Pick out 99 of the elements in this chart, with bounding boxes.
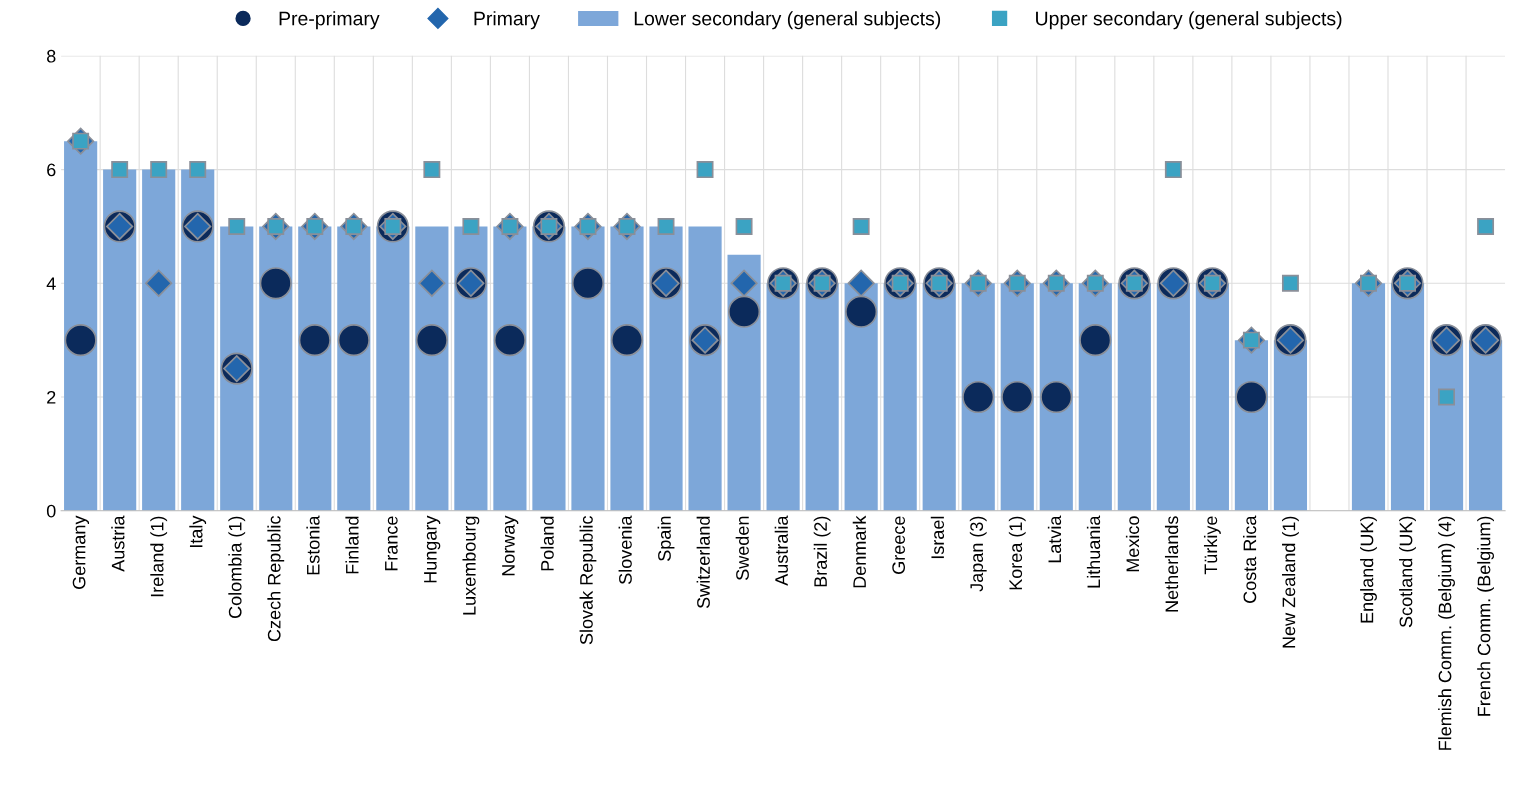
bar — [103, 169, 137, 511]
x-tick-label: Australia — [774, 515, 788, 586]
bar — [1351, 283, 1386, 511]
point — [298, 324, 331, 357]
bar — [1390, 283, 1425, 511]
x-tick-label: Switzerland — [696, 516, 710, 609]
bar — [1468, 340, 1503, 511]
y-tick-label: 4 — [46, 277, 56, 290]
x-tick-label: Brazil (2) — [813, 516, 831, 587]
bar — [1156, 283, 1190, 511]
point — [145, 269, 173, 297]
point — [1164, 161, 1182, 179]
point — [228, 217, 246, 235]
x-tick-label: French Comm. (Belgium) — [1477, 516, 1494, 716]
x-tick-label: Finland — [345, 516, 359, 574]
point — [696, 161, 714, 179]
x-tick-label: Austria — [111, 515, 125, 572]
y-tick-label: 2 — [47, 390, 56, 404]
point — [111, 161, 129, 179]
x-tick-label: Lithuania — [1086, 515, 1101, 588]
x-tick-label: France — [385, 516, 398, 571]
bar — [766, 283, 800, 511]
y-tick-label: 6 — [47, 163, 56, 177]
y-tick-label: 0 — [46, 504, 56, 518]
legend-label: Primary — [474, 11, 540, 30]
y-tick-label: 8 — [47, 49, 56, 63]
x-tick-label: Scotland (UK) — [1399, 516, 1416, 628]
x-tick-label: Luxembourg — [462, 516, 480, 615]
point — [1235, 380, 1268, 414]
point — [1040, 380, 1073, 414]
point — [189, 161, 207, 179]
x-tick-label: Netherlands — [1164, 516, 1179, 612]
x-tick-label: Hungary — [424, 515, 441, 583]
point — [1281, 274, 1299, 292]
bar — [1195, 283, 1229, 511]
x-tick-label: Poland — [540, 516, 554, 571]
point — [150, 161, 168, 179]
x-tick-label: Türkiye — [1203, 516, 1221, 575]
x-tick-label: Sweden — [735, 516, 749, 581]
point — [847, 269, 875, 297]
x-tick-label: Italy — [189, 515, 207, 548]
point — [415, 324, 448, 357]
x-tick-label: Korea (1) — [1008, 516, 1026, 590]
x-tick-label: Czech Republic — [267, 516, 285, 642]
point — [462, 217, 480, 235]
x-tick-label: Slovak Republic — [579, 516, 597, 645]
x-tick-label: Spain — [657, 516, 675, 561]
x-tick-label: Slovenia — [618, 515, 632, 585]
bar — [220, 226, 254, 511]
bar — [922, 283, 956, 511]
x-tick-label: Norway — [502, 515, 519, 576]
x-tick-label: Latvia — [1047, 515, 1062, 563]
x-tick-label: Flemish Comm. (Belgium) (4) — [1438, 516, 1455, 750]
x-tick-label: Mexico — [1125, 516, 1140, 572]
x-tick-label: Costa Rica — [1243, 515, 1257, 603]
bar — [1117, 283, 1151, 511]
x-tick-label: Japan (3) — [969, 516, 987, 592]
x-tick-label: New Zealand (1) — [1282, 516, 1299, 648]
bar — [883, 283, 917, 511]
bar — [1273, 340, 1308, 511]
bar — [142, 169, 176, 511]
x-tick-label: Germany — [72, 515, 90, 589]
x-tick-label: Estonia — [306, 515, 320, 575]
point — [730, 269, 758, 297]
point — [423, 161, 441, 179]
point — [259, 267, 292, 300]
point — [852, 217, 870, 235]
point — [64, 324, 97, 357]
bar — [64, 141, 98, 511]
point — [735, 217, 753, 235]
x-tick-label: Israel — [930, 516, 945, 559]
point — [657, 217, 675, 235]
x-tick-label: England (UK) — [1360, 516, 1377, 623]
legend-label: Lower secondary (general subjects) — [634, 11, 941, 30]
bar — [688, 226, 722, 511]
bar — [181, 169, 215, 511]
point — [962, 380, 995, 414]
point — [1438, 388, 1456, 406]
bar — [376, 226, 410, 511]
point — [493, 324, 527, 357]
x-tick-label: Greece — [892, 516, 906, 574]
point — [610, 324, 644, 357]
x-tick-label: Denmark — [852, 515, 866, 588]
bar — [532, 226, 566, 511]
point — [1477, 217, 1495, 235]
point — [418, 269, 446, 297]
x-tick-label: Ireland (1) — [150, 516, 168, 597]
legend-label: Pre-primary — [279, 11, 380, 30]
bar — [649, 226, 683, 511]
point — [571, 267, 605, 300]
legend-label: Upper secondary (general subjects) — [1036, 11, 1342, 30]
point — [1001, 380, 1034, 414]
x-tick-label: Colombia (1) — [228, 516, 246, 619]
bar — [805, 283, 839, 511]
point — [845, 295, 878, 328]
point — [337, 324, 370, 357]
point — [1079, 324, 1112, 357]
point — [727, 295, 761, 328]
bar — [454, 226, 488, 511]
